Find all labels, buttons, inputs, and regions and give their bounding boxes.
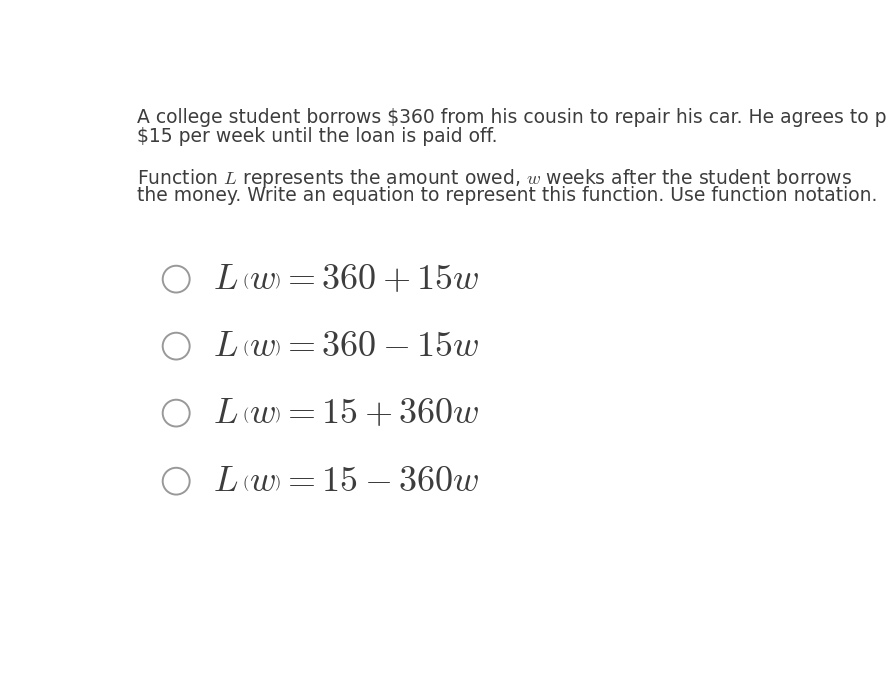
- Text: Function $\mathit{L}$ represents the amount owed, $\mathit{w}$ weeks after the s: Function $\mathit{L}$ represents the amo…: [136, 166, 851, 189]
- Text: $L\,\left(w\right) = 360 + 15w$: $L\,\left(w\right) = 360 + 15w$: [213, 262, 478, 296]
- Text: $L\,\left(w\right) = 15 - 360w$: $L\,\left(w\right) = 15 - 360w$: [213, 464, 478, 498]
- Text: $L\,\left(w\right) = 360 - 15w$: $L\,\left(w\right) = 360 - 15w$: [213, 329, 478, 363]
- Text: the money. Write an equation to represent this function. Use function notation.: the money. Write an equation to represen…: [136, 187, 876, 205]
- Text: $L\,\left(w\right) = 15 + 360w$: $L\,\left(w\right) = 15 + 360w$: [213, 396, 478, 430]
- Text: $15 per week until the loan is paid off.: $15 per week until the loan is paid off.: [136, 127, 497, 146]
- Text: A college student borrows $360 from his cousin to repair his car. He agrees to p: A college student borrows $360 from his …: [136, 108, 886, 127]
